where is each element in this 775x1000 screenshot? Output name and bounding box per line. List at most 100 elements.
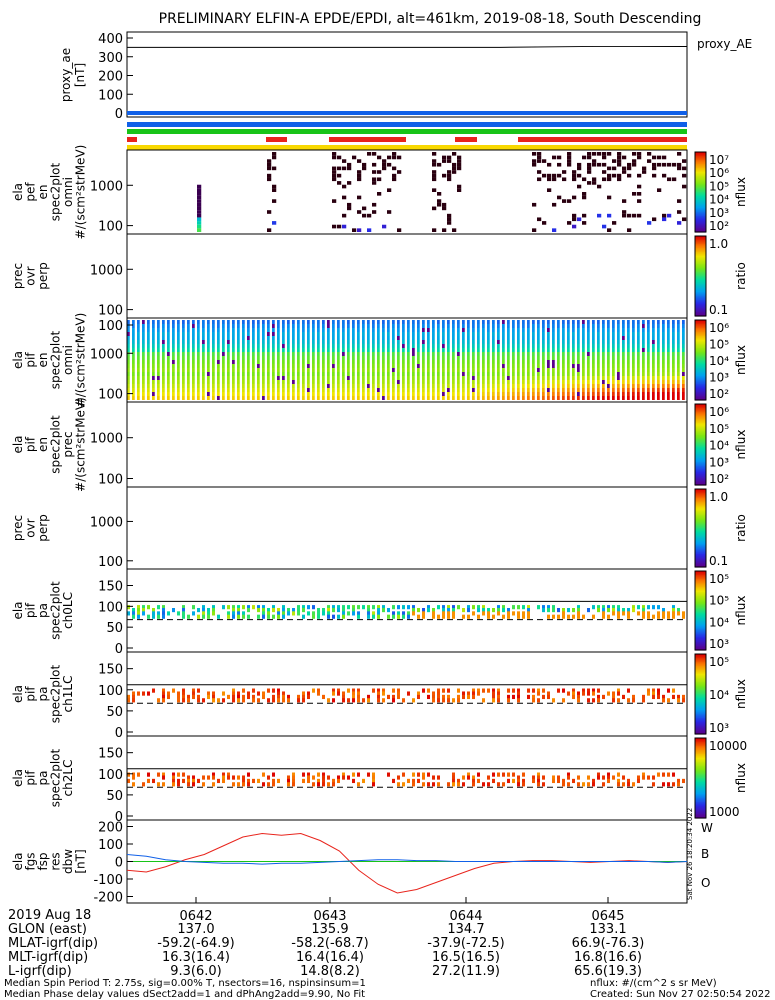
footer-phase-info: Median Phase delay values dSect2add=1 an… (4, 989, 366, 1000)
panel-6-ylabel-1: pif (24, 602, 38, 618)
ephemeris-value-col0-row4: 9.3(6.0) (170, 964, 222, 979)
colorbar-6-tick-2: 10⁴ (709, 615, 729, 629)
colorbar-5-frame (694, 488, 707, 568)
panel-7-ylabel-0: ela (11, 685, 25, 703)
dbw-ytick-0: 200 (98, 821, 123, 836)
ch1lc-ytick-3: 0 (115, 726, 123, 741)
ae-ytick-4: 0 (115, 107, 123, 122)
ae-panel-frame (126, 31, 688, 118)
panel-1-ylabel-4: omni (61, 177, 75, 207)
panel-1-ylabel-1: pef (24, 182, 38, 202)
ephemeris-value-col0-row2: -59.2(-64.9) (157, 936, 235, 951)
panel-4-ytick-1: 100 (98, 473, 123, 488)
panel-1-frame (126, 149, 688, 235)
panel-3-ylabel-2: en (36, 353, 50, 368)
ephemeris-value-col2-row2: -37.9(-72.5) (427, 936, 505, 951)
time-tick-2: 0644 (449, 909, 482, 924)
ae-line (127, 45, 687, 48)
panel-1-ylabel-2: en (36, 185, 50, 200)
dbw-legend-o: O (701, 876, 710, 890)
time-tick-1: 0643 (313, 909, 346, 924)
panel-2-ylabel-0: prec (11, 263, 25, 289)
panel-5-ylabel-1: ovr (24, 518, 38, 537)
panel-3-ytick-0: 100 (98, 319, 123, 334)
status-bar-blue (127, 122, 687, 127)
colorbar-8-tick-0: 10000 (709, 739, 747, 753)
colorbar-4-frame (694, 403, 707, 486)
ephemeris-value-col3-row4: 65.6(19.3) (573, 964, 643, 979)
time-tick-0: 0642 (179, 909, 212, 924)
panel-1-ytick-1: 100 (98, 220, 123, 235)
colorbar-5-tick-1: 0.1 (709, 554, 728, 568)
colorbar-1-tick-5: 10² (709, 219, 729, 233)
panel-9-ylabel-0: ela (11, 852, 25, 870)
colorbar-5-label: ratio (734, 514, 748, 542)
colorbar-1-label: nflux (734, 177, 748, 207)
status-bar-red-4 (518, 137, 687, 142)
colorbar-6-tick-3: 10³ (709, 637, 729, 651)
ch0lc-ytick-0: 150 (98, 580, 123, 595)
ch0lc-ytick-1: 100 (98, 600, 123, 615)
panel-2-ytick-1: 100 (98, 304, 123, 319)
panel-4-ylabel-0: ela (11, 435, 25, 453)
colorbar-1-tick-1: 10⁶ (709, 166, 729, 180)
ch2lc-ytick-1: 100 (98, 768, 123, 783)
ae-ytick-0: 400 (98, 32, 123, 47)
panel-3-ylabel-4: omni (61, 345, 75, 375)
plot-title: PRELIMINARY ELFIN-A EPDE/EPDI, alt=461km… (159, 11, 702, 27)
panel-5-ylabel-2: perp (36, 514, 50, 542)
panel-4-ytick-0: 1000 (90, 432, 123, 447)
ephemeris-value-col3-row2: 66.9(-76.3) (571, 936, 645, 951)
ae-ylabel-1: proxy_ae (59, 48, 73, 102)
panel-7-ylabel-4: ch1LC (61, 676, 75, 713)
panel-1-ytick-0: 1000 (90, 179, 123, 194)
panel-1-ylabel-3: spec2plot (49, 162, 63, 221)
colorbar-2-frame (694, 235, 707, 317)
footer-spin-info: Median Spin Period T: 2.75s, sig=0.00% T… (4, 978, 366, 989)
dbw-ytick-1: 100 (98, 838, 123, 853)
panel-4-ylabel-5: #/(scm²strMeV) (74, 397, 88, 492)
ch1lc-cells (127, 688, 685, 703)
colorbar-6-label: nflux (734, 596, 748, 626)
ch2lc-ytick-3: 0 (115, 810, 123, 825)
ae-ytick-3: 100 (98, 88, 123, 103)
dbw-legend-b: B (701, 847, 709, 861)
panel-2-ylabel-2: perp (36, 262, 50, 290)
pef-heatmap-cells (197, 152, 687, 232)
ae-ytick-1: 300 (98, 51, 123, 66)
footer-created: Created: Sun Nov 27 02:50:54 2022 (590, 989, 771, 1000)
panel-8-ylabel-0: ela (11, 769, 25, 787)
panel-8-ylabel-2: pa (36, 771, 50, 786)
colorbar-4-tick-3: 10³ (709, 455, 729, 469)
ae-legend: proxy_AE (697, 37, 752, 51)
row-label-glon: GLON (east) (8, 922, 87, 937)
dbw-ytick-4: -200 (93, 891, 123, 906)
panel-5-ytick-1: 100 (98, 555, 123, 570)
panel-5-ytick-0: 1000 (90, 515, 123, 530)
dbw-line-o (126, 854, 688, 865)
colorbar-7-frame (694, 653, 707, 735)
status-bar-red-2 (329, 137, 406, 142)
ae-ytick-2: 200 (98, 70, 123, 85)
colorbar-6-frame (694, 570, 707, 651)
ephemeris-value-col2-row1: 134.7 (447, 922, 485, 937)
colorbar-3-frame (694, 319, 707, 401)
ch2lc-cells (127, 772, 685, 787)
row-label-mlat: MLAT-igrf(dip) (8, 936, 99, 951)
ephemeris-value-col1-row3: 16.4(16.4) (295, 950, 365, 965)
dbw-ytick-2: 0 (115, 856, 123, 871)
panel-6-ylabel-4: ch0LC (61, 592, 75, 629)
panel-4-ylabel-3: spec2plot (49, 415, 63, 474)
panel-8-ylabel-3: spec2plot (49, 748, 63, 807)
row-label-l: L-igrf(dip) (8, 964, 72, 979)
ch2lc-ytick-2: 50 (106, 789, 123, 804)
ae-zero-band (127, 111, 687, 115)
colorbar-1-tick-3: 10⁴ (709, 193, 729, 207)
panel-9-ylabel-3: res (49, 852, 63, 870)
ch0lc-ytick-3: 0 (115, 642, 123, 657)
panel-6-ylabel-2: pa (36, 603, 50, 618)
panel-4-ylabel-2: en (36, 437, 50, 452)
colorbar-4-tick-2: 10⁴ (709, 439, 729, 453)
